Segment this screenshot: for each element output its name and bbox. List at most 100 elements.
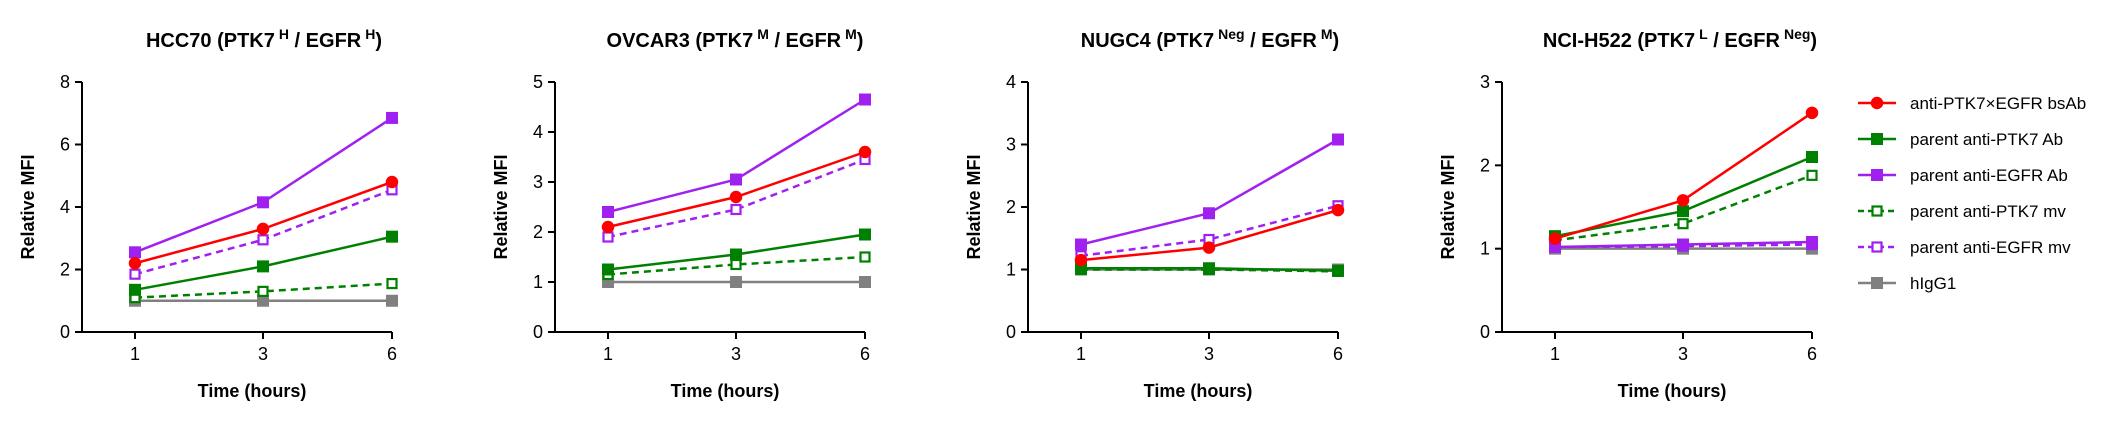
legend-label: hIgG1 [1910,274,1956,293]
chart-panel-4: NCI-H522 (PTK7 L / EGFR Neg) 0 1 2 3 1 3 6 Time (h… [1438,26,1819,401]
title-text: NCI-H522 (PTK7 [1543,30,1695,52]
y-tick-label: 0 [1480,322,1490,342]
legend-item-egfr_mv: parent anti-EGFR mv [1858,238,2071,257]
data-point-egfr_ab [257,196,269,209]
y-tick-label: 6 [60,135,70,155]
y-tick-label: 1 [533,272,543,292]
series-ptk7_ab [602,228,871,276]
title-text: / EGFR [1708,30,1781,52]
title-superscript: M [757,26,769,42]
y-axis-label: Relative MFI [964,154,984,259]
y-tick-label: 5 [533,72,543,92]
data-point-ptk7_mv [257,285,269,297]
x-tick-label: 3 [258,344,268,364]
legend-marker [1871,277,1883,289]
y-axis-label: Relative MFI [1438,154,1458,259]
data-point-bsab [729,190,743,204]
legend-marker [1871,205,1883,217]
title-superscript: H [279,26,289,42]
data-point-ptk7_ab [730,248,742,261]
legend-item-ptk7_mv: parent anti-PTK7 mv [1858,202,2066,221]
y-tick-label: 3 [1480,72,1490,92]
series-egfr_mv [602,153,871,243]
x-tick-label: 1 [603,344,613,364]
data-point-egfr_ab [1806,236,1818,248]
x-tick-label: 6 [1807,344,1817,364]
title-text: / EGFR [769,30,842,52]
y-tick-label: 2 [1006,197,1016,217]
x-tick-label: 6 [387,344,397,364]
data-point-higg1 [386,294,398,307]
y-axis-label: Relative MFI [491,154,511,259]
data-point-ptk7_ab [1677,205,1689,218]
data-point-bsab [601,220,615,234]
data-point-higg1 [859,276,871,288]
series-line-egfr_mv [1080,204,1339,257]
data-point-bsab [385,175,399,189]
y-tick-label: 2 [1480,155,1490,175]
y-axis-label: Relative MFI [18,154,38,259]
series-line-egfr_ab [1080,138,1339,246]
legend-label: parent anti-PTK7 mv [1910,202,2066,221]
data-point-egfr_ab [602,206,614,218]
data-point-bsab [858,145,872,159]
data-point-ptk7_ab [1806,151,1818,163]
legend-label: anti-PTK7×EGFR bsAb [1910,94,2086,113]
y-tick-label: 4 [533,122,543,142]
title-text: OVCAR3 (PTK7 [607,30,754,52]
x-axis-label: Time (hours) [1144,381,1253,401]
y-tick-label: 8 [60,72,70,92]
series-egfr_ab [129,111,398,259]
data-point-bsab [1805,106,1819,120]
data-point-bsab [1548,232,1562,245]
series-ptk7_ab [1075,262,1344,277]
title-text: NUGC4 (PTK7 [1081,30,1214,52]
legend-label: parent anti-PTK7 Ab [1910,130,2063,149]
title-text: ) [1333,30,1340,52]
data-point-egfr_mv [257,234,269,246]
title-superscript: Neg [1218,26,1244,42]
x-tick-label: 1 [130,344,140,364]
data-point-ptk7_ab [859,228,871,241]
y-tick-label: 0 [533,322,543,342]
y-tick-label: 0 [1006,322,1016,342]
title-superscript: M [1321,26,1333,42]
title-text: / EGFR [289,30,362,52]
series-egfr_ab [602,93,871,218]
chart-title: OVCAR3 (PTK7 M / EGFR M) [607,26,864,52]
data-point-bsab [1202,241,1216,254]
legend-item-egfr_ab: parent anti-EGFR Ab [1858,166,2068,185]
series-bsab [1548,106,1819,245]
y-tick-label: 1 [1006,260,1016,280]
data-point-ptk7_mv [859,251,871,263]
x-tick-label: 3 [1678,344,1688,364]
title-superscript: Neg [1784,26,1810,42]
data-point-ptk7_ab [1203,262,1215,275]
x-tick-label: 1 [1076,344,1086,364]
title-superscript: L [1699,26,1708,42]
series-egfr_ab [1549,236,1818,253]
data-point-ptk7_ab [1332,264,1344,277]
data-point-bsab [1074,253,1088,267]
data-point-egfr_ab [386,111,398,124]
series-bsab [128,175,399,270]
y-tick-label: 1 [1480,239,1490,259]
legend: anti-PTK7×EGFR bsAb parent anti-PTK7 Ab pa… [1858,94,2086,293]
data-point-ptk7_ab [129,283,141,296]
data-point-egfr_ab [1677,238,1689,251]
series-line-bsab [607,150,866,229]
series-bsab [1074,203,1345,267]
y-tick-label: 2 [533,222,543,242]
data-point-higg1 [730,276,742,288]
legend-marker [1870,96,1884,110]
chart-title: NCI-H522 (PTK7 L / EGFR Neg) [1543,26,1817,52]
legend-label: parent anti-EGFR Ab [1910,166,2068,185]
data-point-bsab [1676,194,1690,207]
data-point-ptk7_mv [730,258,742,271]
series-line-ptk7_mv [134,282,393,299]
data-point-ptk7_ab [257,260,269,273]
y-tick-label: 4 [1006,72,1016,92]
chart-panel-3: NUGC4 (PTK7 Neg / EGFR M) 0 1 2 3 4 1 3 6 Time (hou… [964,26,1345,401]
data-point-egfr_mv [129,268,141,280]
data-point-egfr_ab [730,173,742,186]
